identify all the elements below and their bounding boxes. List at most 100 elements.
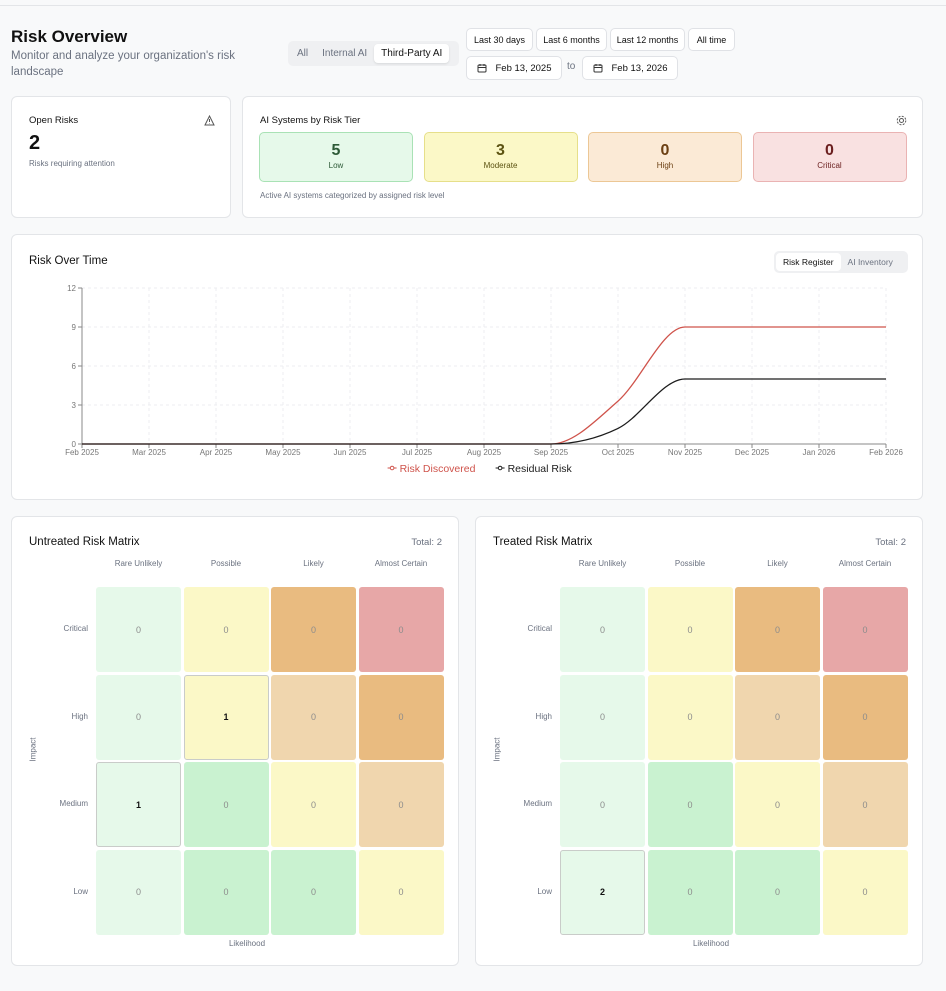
view-tab[interactable]: AI Inventory xyxy=(847,257,893,267)
card-caption: Risks requiring attention xyxy=(29,159,115,168)
column-header: Likely xyxy=(303,559,324,568)
risk-tier-card: AI Systems by Risk Tier Active AI system… xyxy=(242,96,923,218)
matrix-cell: 0 xyxy=(647,674,733,760)
tier-box: 0 Critical xyxy=(752,132,907,182)
top-bar xyxy=(0,0,946,6)
y-tick-label: 12 xyxy=(67,284,76,293)
x-tick-label: Sep 2025 xyxy=(534,448,569,457)
column-header: Possible xyxy=(674,559,706,568)
x-tick-label: Jun 2025 xyxy=(334,448,367,457)
matrix-card: Treated Risk Matrix Total: 2 Rare Unlikely… xyxy=(475,516,923,966)
matrix-cell: 0 xyxy=(96,849,181,935)
x-tick-label: Feb 2025 xyxy=(65,448,99,457)
settings-icon[interactable] xyxy=(896,115,907,126)
tier-count: 0 xyxy=(660,142,670,159)
tier-label: Moderate xyxy=(483,161,518,170)
x-axis-label: Likelihood xyxy=(228,939,266,948)
y-tick-label: 6 xyxy=(72,362,77,371)
date-button[interactable]: Feb 13, 2025 xyxy=(466,56,562,80)
tier-box: 0 High xyxy=(588,132,742,182)
y-tick-label: 9 xyxy=(72,323,77,332)
date-button[interactable]: Feb 13, 2026 xyxy=(582,56,678,80)
matrix-card: Untreated Risk Matrix Total: 2 Rare Unlike… xyxy=(11,516,459,966)
scope-tabs: All Internal AI Third-Party AI xyxy=(288,41,459,66)
matrix-cell: 0 xyxy=(647,587,733,672)
x-axis-label: Likelihood xyxy=(692,939,730,948)
legend-label: Risk Discovered xyxy=(400,463,476,475)
matrix-cell: 0 xyxy=(735,674,820,760)
date-text: Feb 13, 2025 xyxy=(495,62,552,74)
legend-label: Residual Risk xyxy=(508,463,573,475)
tier-count: 0 xyxy=(825,142,834,159)
matrix-cell: 0 xyxy=(358,587,444,672)
matrix-cell: 0 xyxy=(647,762,733,847)
open-risks-count: 2 xyxy=(29,132,41,154)
x-tick-label: Apr 2025 xyxy=(200,448,233,457)
chart-title: Risk Over Time xyxy=(29,255,108,267)
row-header: Low xyxy=(537,886,552,896)
matrix-cell: 0 xyxy=(96,674,181,760)
chart-card: Risk Over Time Risk Register AI Inventory… xyxy=(11,234,923,500)
matrix-cell: 0 xyxy=(183,762,269,847)
row-header: High xyxy=(535,711,552,721)
matrix-total: Total: 2 xyxy=(875,537,906,548)
date-text: Feb 13, 2026 xyxy=(611,62,668,74)
matrix-cell: 0 xyxy=(183,587,269,672)
matrix-cell: 0 xyxy=(822,849,908,935)
matrix-total: Total: 2 xyxy=(411,537,442,548)
matrix-cell: 0 xyxy=(560,762,645,847)
view-tab[interactable]: Risk Register xyxy=(776,253,841,271)
x-tick-label: Dec 2025 xyxy=(735,448,770,457)
row-header: Critical xyxy=(63,624,88,633)
column-header: Almost Certain xyxy=(838,559,892,568)
matrix-cell: 0 xyxy=(822,762,908,847)
matrix-cell: 0 xyxy=(735,587,820,672)
x-tick-label: Oct 2025 xyxy=(602,448,635,457)
page-subtitle: Monitor and analyze your organization's … xyxy=(11,50,236,78)
y-axis-label: Impact xyxy=(28,737,38,762)
tier-label: Low xyxy=(328,161,344,170)
scope-tab[interactable]: All xyxy=(297,48,309,59)
matrix-cell: 0 xyxy=(271,587,356,672)
range-button[interactable]: Last 6 months xyxy=(536,28,607,51)
row-header: Critical xyxy=(527,624,552,633)
matrix-cell: 0 xyxy=(560,674,645,760)
matrix-cell: 0 xyxy=(271,674,356,760)
range-button[interactable]: All time xyxy=(688,28,735,51)
date-separator: to xyxy=(567,61,576,72)
x-tick-label: Jul 2025 xyxy=(402,448,433,457)
x-tick-label: Feb 2026 xyxy=(869,448,903,457)
row-header: Medium xyxy=(523,799,552,808)
alert-icon xyxy=(204,115,215,126)
column-header: Rare Unlikely xyxy=(578,559,627,568)
matrix-cell: 0 xyxy=(822,674,908,760)
range-button[interactable]: Last 12 months xyxy=(610,28,685,51)
matrix-cell: 0 xyxy=(560,587,645,672)
matrix-cell: 1 xyxy=(96,762,181,847)
range-button[interactable]: Last 30 days xyxy=(466,28,533,51)
tier-box: 3 Moderate xyxy=(423,132,578,182)
matrix-cell: 0 xyxy=(647,849,733,935)
matrix-cell: 1 xyxy=(183,674,269,760)
legend-marker xyxy=(497,465,503,471)
tier-label: High xyxy=(656,161,674,170)
x-tick-label: Mar 2025 xyxy=(132,448,166,457)
line-chart: Feb 2025 Mar 2025 Apr 2025 May 2025 Jun 2025… xyxy=(65,284,903,475)
x-tick-label: May 2025 xyxy=(265,448,301,457)
row-header: Medium xyxy=(59,799,88,808)
matrix-title: Untreated Risk Matrix xyxy=(29,536,140,548)
x-tick-label: Aug 2025 xyxy=(467,448,502,457)
scope-tab[interactable]: Internal AI xyxy=(322,48,368,59)
matrix-cell: 0 xyxy=(271,849,356,935)
card-title: AI Systems by Risk Tier xyxy=(260,115,361,126)
column-header: Rare Unlikely xyxy=(114,559,163,568)
tier-count: 5 xyxy=(331,142,341,159)
matrix-cell: 0 xyxy=(822,587,908,672)
matrix-cell: 0 xyxy=(183,849,269,935)
x-tick-label: Jan 2026 xyxy=(803,448,836,457)
scope-tab[interactable]: Third-Party AI xyxy=(374,44,450,63)
tier-label: Critical xyxy=(817,161,842,170)
matrix-cell: 0 xyxy=(96,587,181,672)
y-axis-label: Impact xyxy=(492,737,502,762)
